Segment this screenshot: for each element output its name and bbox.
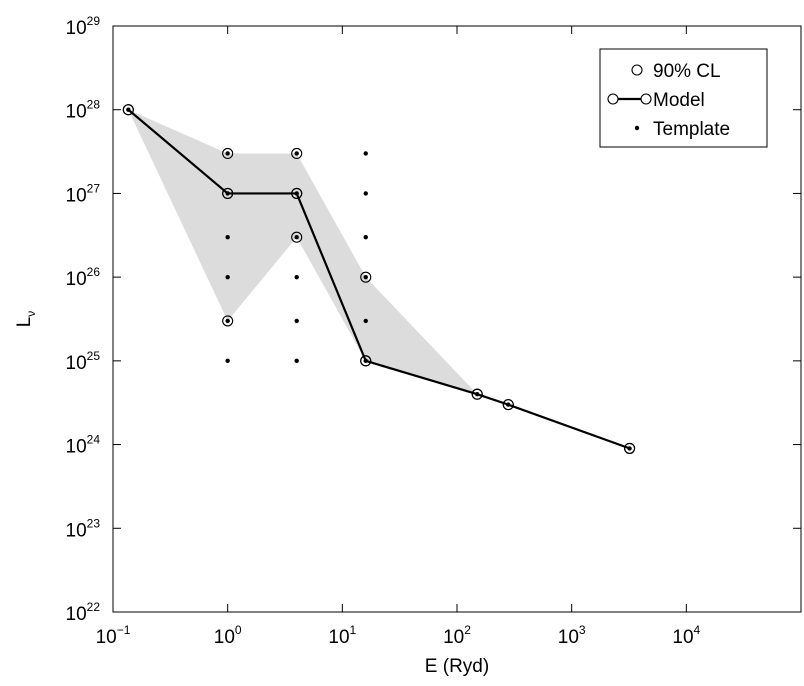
template-point-2 xyxy=(225,191,230,196)
tick-labels-layer: 10−1 100 101 102 103 104102210231024102510261… xyxy=(66,14,701,648)
markers-layer xyxy=(122,104,636,454)
model-point-1 xyxy=(222,187,234,199)
y-tick-label-exp: 27 xyxy=(87,181,101,195)
y-tick-label-base: 10 xyxy=(66,18,87,39)
legend: 90% CL Model Template xyxy=(599,48,768,148)
legend-label-0: 90% CL xyxy=(653,61,721,82)
y-tick-label-2: 1024 xyxy=(66,433,101,458)
confidence-band-layer xyxy=(128,109,478,395)
y-tick-label-base: 10 xyxy=(66,520,87,541)
model-point-4 xyxy=(471,388,483,400)
x-tick-label-base: 10 xyxy=(443,627,464,648)
cl-point-6 xyxy=(291,231,303,243)
template-point-1 xyxy=(225,151,230,156)
model-point-0 xyxy=(122,104,134,116)
model-point-5 xyxy=(502,399,514,411)
x-tick-label-exp: 4 xyxy=(694,623,701,637)
y-tick-label-base: 10 xyxy=(66,269,87,290)
y-axis-label-subscript: ν xyxy=(24,311,38,317)
template-point-6 xyxy=(225,358,230,364)
x-tick-label-exp: 3 xyxy=(579,623,586,637)
y-tick-label-6: 1028 xyxy=(66,98,101,123)
template-point-11 xyxy=(294,318,299,324)
y-tick-label-exp: 25 xyxy=(87,349,101,363)
legend-label-1: Model xyxy=(653,90,705,111)
y-tick-label-base: 10 xyxy=(66,353,87,374)
y-axis-label-main: L xyxy=(14,317,35,328)
cl-point-7 xyxy=(360,271,372,283)
y-tick-label-4: 1026 xyxy=(66,265,101,290)
y-tick-label-1: 1023 xyxy=(66,516,101,541)
cl-point-3 xyxy=(222,315,234,327)
y-tick-label-base: 10 xyxy=(66,604,87,625)
x-tick-label-exp: 0 xyxy=(235,623,242,637)
legend-marker-cl xyxy=(631,64,643,76)
y-tick-label-exp: 24 xyxy=(87,433,101,447)
x-tick-label-exp: −1 xyxy=(117,623,131,637)
template-point-18 xyxy=(363,358,368,364)
legend-item-0: 90% CL xyxy=(631,61,721,82)
y-tick-label-3: 1025 xyxy=(66,349,101,374)
template-point-14 xyxy=(363,191,368,196)
x-tick-label-base: 10 xyxy=(96,627,117,648)
y-tick-label-exp: 28 xyxy=(87,98,101,112)
y-tick-label-5: 1027 xyxy=(66,181,101,206)
x-tick-label-base: 10 xyxy=(558,627,579,648)
x-tick-label-0: 10−1 xyxy=(96,623,131,648)
legend-label-2: Template xyxy=(653,119,730,140)
template-point-12 xyxy=(294,358,299,364)
x-tick-label-exp: 1 xyxy=(350,623,357,637)
template-point-17 xyxy=(363,318,368,324)
template-point-8 xyxy=(294,191,299,196)
model-point-3 xyxy=(360,355,372,367)
y-tick-label-7: 1029 xyxy=(66,14,101,39)
legend-marker-dot xyxy=(634,125,640,131)
confidence-band xyxy=(128,109,478,395)
legend-item-2: Template xyxy=(634,119,730,140)
x-tick-label-exp: 2 xyxy=(464,623,471,637)
template-point-16 xyxy=(363,274,368,280)
model-point-6 xyxy=(624,442,636,454)
legend-marker-circle-right xyxy=(640,93,652,105)
y-tick-label-exp: 26 xyxy=(87,265,101,279)
x-tick-label-5: 104 xyxy=(672,623,700,648)
template-point-7 xyxy=(294,151,299,156)
model-point-2 xyxy=(291,187,303,199)
template-point-21 xyxy=(627,446,632,451)
x-tick-label-base: 10 xyxy=(672,627,693,648)
cl-point-4 xyxy=(291,147,303,160)
y-tick-label-exp: 22 xyxy=(87,600,101,614)
ticks-layer xyxy=(112,25,801,613)
legend-marker-circle-left xyxy=(607,93,619,105)
x-tick-label-3: 102 xyxy=(443,623,471,648)
template-point-20 xyxy=(506,402,511,407)
x-axis-label: E (Ryd) xyxy=(425,656,489,677)
y-tick-label-exp: 23 xyxy=(87,516,101,530)
template-point-5 xyxy=(225,318,230,324)
y-tick-label-base: 10 xyxy=(66,185,87,206)
cl-point-1 xyxy=(222,147,234,160)
x-tick-label-base: 10 xyxy=(214,627,235,648)
template-point-0 xyxy=(126,107,131,112)
template-point-4 xyxy=(225,274,230,280)
y-axis-label: Lν xyxy=(14,311,38,328)
x-tick-label-2: 101 xyxy=(328,623,356,648)
template-point-9 xyxy=(294,235,299,240)
template-point-3 xyxy=(225,235,230,240)
template-point-13 xyxy=(363,151,368,156)
y-tick-label-base: 10 xyxy=(66,102,87,123)
template-point-15 xyxy=(363,235,368,240)
template-point-19 xyxy=(474,391,480,397)
legend-item-1: Model xyxy=(607,90,705,111)
x-tick-label-4: 103 xyxy=(558,623,586,648)
template-point-10 xyxy=(294,274,299,280)
x-tick-label-1: 100 xyxy=(214,623,242,648)
x-tick-label-base: 10 xyxy=(328,627,349,648)
y-tick-label-exp: 29 xyxy=(87,14,101,28)
y-tick-label-0: 1022 xyxy=(66,600,101,625)
y-tick-label-base: 10 xyxy=(66,437,87,458)
